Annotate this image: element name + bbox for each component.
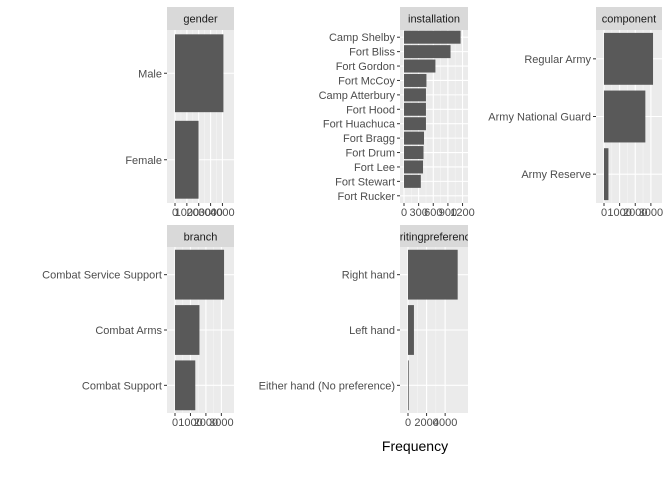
x-tick-label: 0: [601, 207, 607, 219]
category-label: Fort Lee: [354, 162, 395, 174]
x-tick-label: 2000: [186, 207, 210, 219]
x-tick-label: 0: [172, 417, 178, 429]
category-label: Fort Drum: [346, 148, 396, 160]
bar-fort-drum: [404, 146, 424, 160]
bar-camp-atterbury: [404, 88, 426, 102]
facet-strip: [400, 7, 468, 30]
x-tick-label: 1200: [450, 207, 474, 219]
facet-strip: [167, 225, 234, 247]
bar-left-hand: [408, 305, 414, 355]
bar-fort-hood: [404, 102, 426, 116]
facet-title: branch: [184, 232, 218, 244]
bar-right-hand: [408, 249, 458, 300]
category-label: Fort Bliss: [349, 47, 395, 59]
bar-army-national-guard: [604, 90, 646, 143]
x-tick-label: 300: [409, 207, 427, 219]
x-tick-label: 1000: [607, 207, 631, 219]
category-label: Right hand: [342, 270, 395, 282]
x-tick-label: 0: [172, 207, 178, 219]
bar-fort-bragg: [404, 131, 424, 145]
category-label: Fort McCoy: [338, 75, 395, 87]
x-tick-label: 1000: [178, 417, 202, 429]
category-label: Male: [138, 68, 162, 80]
bar-fort-gordon: [404, 59, 436, 73]
category-label: Fort Huachuca: [323, 119, 396, 131]
facet-strip: [596, 7, 662, 30]
x-tick-label: 3000: [198, 207, 222, 219]
bar-fort-lee: [404, 160, 424, 174]
x-tick-label: 4000: [433, 417, 457, 429]
x-tick-label: 600: [424, 207, 442, 219]
x-tick-label: 900: [439, 207, 457, 219]
facet-title: writingpreference: [391, 232, 476, 244]
x-tick-label: 0: [401, 207, 407, 219]
x-tick-label: 2000: [414, 417, 438, 429]
bar-combat-arms: [175, 305, 200, 355]
x-tick-label: 1000: [175, 207, 199, 219]
x-tick-label: 2000: [623, 207, 647, 219]
bar-female: [175, 120, 199, 199]
bar-fort-stewart: [404, 174, 421, 188]
category-label: Combat Arms: [95, 325, 162, 337]
facet-title: component: [602, 14, 656, 26]
category-label: Camp Atterbury: [319, 90, 396, 102]
category-label: Fort Hood: [346, 104, 395, 116]
bar-combat-support: [175, 360, 196, 411]
bar-camp-shelby: [404, 30, 461, 44]
x-tick-label: 2000: [194, 417, 218, 429]
bar-male: [175, 34, 224, 113]
category-label: Regular Army: [524, 54, 591, 66]
facet-title: gender: [183, 14, 218, 26]
category-label: Combat Service Support: [42, 270, 162, 282]
category-label: Army Reserve: [521, 169, 591, 181]
bar-army-reserve: [604, 148, 609, 201]
category-label: Fort Rucker: [338, 191, 396, 203]
bar-regular-army: [604, 32, 654, 85]
x-tick-label: 4000: [210, 207, 234, 219]
category-label: Combat Support: [82, 380, 162, 392]
x-tick-label: 3000: [639, 207, 663, 219]
bar-either-hand-no-preference-: [408, 360, 409, 411]
bar-fort-mccoy: [404, 73, 427, 87]
category-label: Camp Shelby: [329, 32, 396, 44]
category-label: Fort Gordon: [336, 61, 395, 73]
category-label: Army National Guard: [488, 112, 591, 124]
facet-strip: [400, 225, 468, 247]
bar-fort-bliss: [404, 45, 451, 59]
bar-combat-service-support: [175, 249, 225, 300]
category-label: Fort Bragg: [343, 133, 395, 145]
x-tick-label: 0: [405, 417, 411, 429]
category-label: Fort Stewart: [335, 176, 395, 188]
x-axis-label: Frequency: [382, 438, 448, 454]
facet-strip: [167, 7, 234, 30]
x-tick-label: 3000: [209, 417, 233, 429]
facet-title: installation: [408, 14, 460, 26]
category-label: Left hand: [349, 325, 395, 337]
bar-fort-huachuca: [404, 117, 426, 131]
category-label: Female: [125, 155, 162, 167]
category-label: Either hand (No preference): [259, 380, 395, 392]
